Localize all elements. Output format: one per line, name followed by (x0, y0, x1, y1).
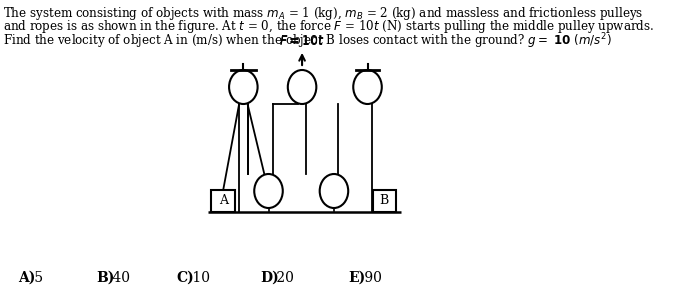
Text: $F = 10t$: $F = 10t$ (279, 34, 325, 47)
Text: B): B) (96, 271, 115, 285)
Text: E): E) (348, 271, 366, 285)
Bar (373, 190, 396, 212)
Text: 10: 10 (188, 271, 210, 285)
Text: Find the velocity of object A in (m/s) when the object B loses contact with the : Find the velocity of object A in (m/s) w… (3, 31, 612, 51)
Bar (212, 190, 235, 212)
Text: 40: 40 (108, 271, 130, 285)
Text: 5: 5 (30, 271, 43, 285)
Text: $F = 10t$: $F = 10t$ (279, 35, 325, 48)
Text: C): C) (176, 271, 194, 285)
Text: A): A) (18, 271, 36, 285)
Text: A: A (219, 194, 228, 208)
Text: 90: 90 (360, 271, 382, 285)
Text: and ropes is as shown in the figure. At $t$ = 0, the force $F$ = 10$t$ (N) start: and ropes is as shown in the figure. At … (3, 18, 654, 35)
Text: The system consisting of objects with mass $m_A$ = 1 (kg), $m_B$ = 2 (kg) and ma: The system consisting of objects with ma… (3, 5, 644, 22)
Text: D): D) (260, 271, 279, 285)
Text: B: B (380, 194, 389, 208)
Text: 20: 20 (272, 271, 294, 285)
